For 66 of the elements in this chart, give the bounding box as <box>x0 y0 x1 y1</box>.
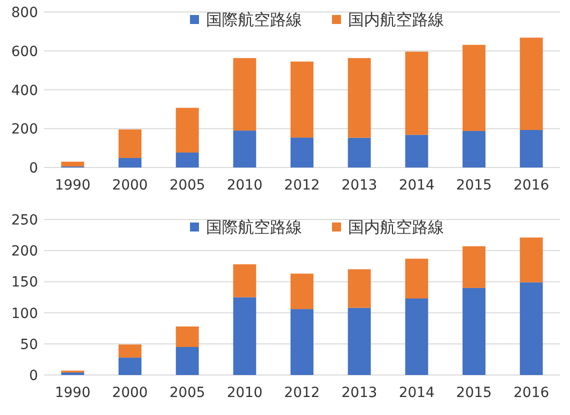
y-tick-label: 50 <box>20 336 38 353</box>
y-tick-label: 0 <box>29 368 38 384</box>
y-tick-label: 250 <box>11 212 38 228</box>
bar <box>176 347 199 375</box>
bar <box>176 108 199 153</box>
bar <box>405 134 428 168</box>
bar <box>462 288 486 375</box>
x-tick-label: 1990 <box>54 178 90 194</box>
bar <box>233 130 256 168</box>
bar <box>348 58 371 138</box>
bar <box>405 298 428 375</box>
legend-label: 国内航空路線 <box>348 218 444 236</box>
bar <box>462 130 486 168</box>
bar <box>290 274 314 310</box>
bar <box>290 138 314 168</box>
x-tick-label: 2014 <box>398 178 435 194</box>
bar <box>118 344 142 358</box>
bar <box>462 246 486 288</box>
y-tick-label: 600 <box>11 44 38 60</box>
bar <box>118 129 142 158</box>
bar <box>176 152 199 168</box>
bar <box>290 309 314 375</box>
x-tick-label: 2013 <box>342 178 378 194</box>
y-tick-label: 800 <box>11 5 38 21</box>
y-tick-label: 200 <box>11 122 38 138</box>
bar <box>520 38 543 130</box>
bar <box>348 138 371 168</box>
bar <box>233 297 256 375</box>
x-tick-label: 2012 <box>284 385 320 401</box>
y-tick-label: 200 <box>11 244 38 260</box>
bar <box>118 158 142 168</box>
bar <box>520 282 543 375</box>
bar <box>405 258 428 298</box>
y-tick-label: 400 <box>11 82 38 99</box>
bar <box>118 358 142 375</box>
x-tick-label: 2013 <box>342 385 378 401</box>
bar <box>61 162 84 167</box>
x-tick-label: 2010 <box>226 385 262 401</box>
x-tick-label: 1990 <box>54 385 90 401</box>
x-tick-label: 2012 <box>284 178 320 194</box>
legend-label: 国際航空路線 <box>206 10 302 29</box>
bar <box>405 52 428 135</box>
bar <box>233 58 256 131</box>
x-tick-label: 2016 <box>514 385 550 401</box>
y-tick-label: 100 <box>11 306 38 322</box>
x-tick-label: 2005 <box>170 385 206 401</box>
x-tick-label: 2010 <box>226 178 262 194</box>
bar <box>520 238 543 282</box>
bar <box>462 44 486 131</box>
bar <box>348 269 371 308</box>
x-tick-label: 2016 <box>514 178 550 194</box>
legend-label: 国内航空路線 <box>348 10 444 29</box>
x-tick-label: 2000 <box>112 385 148 401</box>
x-tick-label: 2005 <box>170 178 206 194</box>
x-tick-label: 2015 <box>456 178 492 194</box>
y-tick-label: 0 <box>29 160 38 176</box>
x-tick-label: 2014 <box>398 385 435 401</box>
bar <box>348 308 371 375</box>
bar <box>290 62 314 138</box>
x-tick-label: 2000 <box>112 178 148 194</box>
bar <box>233 264 256 298</box>
legend-label: 国際航空路線 <box>206 218 302 236</box>
bar <box>176 326 199 348</box>
bar <box>520 130 543 168</box>
x-tick-label: 2015 <box>456 385 492 401</box>
y-tick-label: 150 <box>11 274 38 291</box>
